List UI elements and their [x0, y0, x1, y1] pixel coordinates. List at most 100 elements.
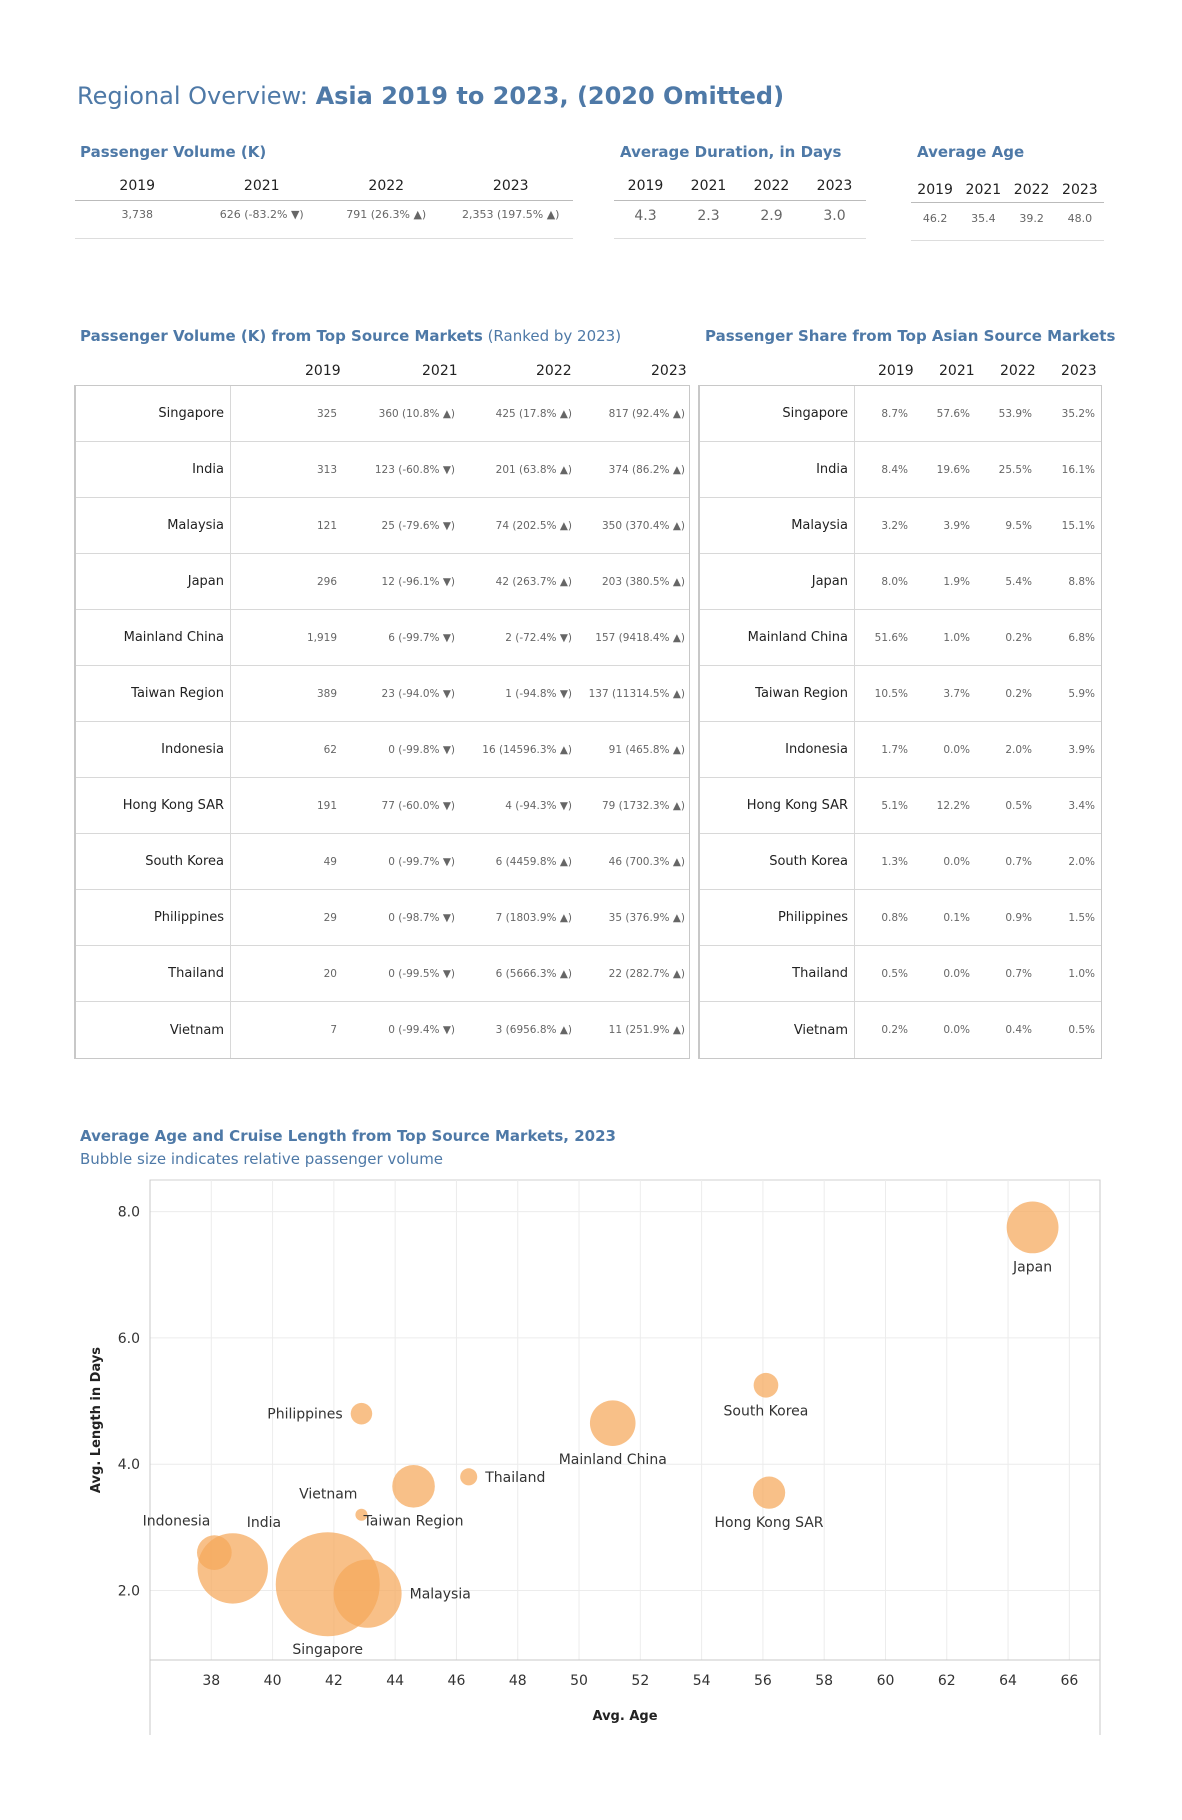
year-header: 2021: [422, 363, 458, 379]
x-tick-label: 54: [693, 1673, 711, 1689]
bubble-label: Indonesia: [143, 1513, 211, 1529]
table-cell: 360 (10.8% ▲): [378, 407, 455, 420]
market-label: Philippines: [76, 890, 231, 945]
table-cell: 0.5%: [881, 967, 908, 980]
market-label: Taiwan Region: [700, 666, 855, 721]
table-cell: 12.2%: [936, 799, 970, 812]
bubble-label: South Korea: [724, 1404, 809, 1420]
table-cell: 0 (-99.5% ▼): [388, 967, 455, 980]
table-cell: 25 (-79.6% ▼): [381, 519, 455, 532]
x-tick-label: 40: [264, 1673, 282, 1689]
year-header: 2021: [690, 178, 727, 194]
bubble: [460, 1468, 478, 1486]
table-cell: 2 (-72.4% ▼): [505, 631, 572, 644]
market-label: Hong Kong SAR: [700, 778, 855, 833]
year-header: 2023: [1062, 182, 1098, 198]
bubble-label: Mainland China: [559, 1452, 667, 1468]
market-label: Indonesia: [76, 722, 231, 777]
market-label: Singapore: [76, 386, 231, 441]
table-cell: 4 (-94.3% ▼): [505, 799, 572, 812]
table-cell: 0.2%: [1005, 631, 1032, 644]
table-cell: 9.5%: [1005, 519, 1032, 532]
table-cell: 74 (202.5% ▲): [495, 519, 572, 532]
bubble-label: Japan: [1012, 1259, 1052, 1275]
table-cell: 8.0%: [881, 575, 908, 588]
market-label: South Korea: [76, 834, 231, 889]
table-row: Thailand 20 0 (-99.5% ▼) 6 (5666.3% ▲) 22 (2…: [76, 946, 689, 1002]
markets-share-body: Singapore 8.7% 57.6% 53.9% 35.2% India 8.4% 19.…: [698, 385, 1102, 1059]
table-cell: 77 (-60.0% ▼): [381, 799, 455, 812]
avg-age-header: 2019 2021 2022 2023: [911, 182, 1104, 203]
table-cell: 1 (-94.8% ▼): [505, 687, 572, 700]
table-row: Thailand 0.5% 0.0% 0.7% 1.0%: [700, 946, 1101, 1002]
markets-volume-body: Singapore 325 360 (10.8% ▲) 425 (17.8% ▲) 81…: [74, 385, 690, 1059]
table-cell: 0.8%: [881, 911, 908, 924]
table-cell: 91 (465.8% ▲): [608, 743, 685, 756]
table-cell: 19.6%: [936, 463, 970, 476]
market-label: Taiwan Region: [76, 666, 231, 721]
y-tick-label: 6.0: [118, 1331, 140, 1347]
table-row: Philippines 0.8% 0.1% 0.9% 1.5%: [700, 890, 1101, 946]
table-row: India 313 123 (-60.8% ▼) 201 (63.8% ▲) 374 (…: [76, 442, 689, 498]
bubble-label: Philippines: [267, 1407, 342, 1423]
bubble: [197, 1533, 268, 1604]
table-cell: 46 (700.3% ▲): [608, 855, 685, 868]
table-cell: 0.5%: [1005, 799, 1032, 812]
bubble-label: Vietnam: [299, 1487, 357, 1503]
avg-duration-header: 2019 2021 2022 2023: [614, 178, 866, 201]
x-tick-label: 42: [325, 1673, 343, 1689]
table-cell: 35 (376.9% ▲): [608, 911, 685, 924]
kpi-value: 2.3: [697, 208, 720, 224]
x-tick-label: 48: [509, 1673, 527, 1689]
avg-age-values: 46.2 35.4 39.2 48.0: [911, 212, 1104, 241]
table-cell: 51.6%: [874, 631, 908, 644]
passenger-volume-header: 2019 2021 2022 2023: [75, 178, 573, 201]
table-cell: 10.5%: [874, 687, 908, 700]
table-cell: 79 (1732.3% ▲): [601, 799, 685, 812]
bubble-label: India: [247, 1515, 281, 1531]
year-header: 2019: [119, 178, 156, 194]
table-cell: 23 (-94.0% ▼): [381, 687, 455, 700]
table-cell: 0 (-99.4% ▼): [388, 1024, 455, 1036]
kpi-value: 39.2: [1019, 212, 1044, 225]
bubble-label: Malaysia: [410, 1587, 471, 1603]
kpi-value: 791 (26.3% ▲): [346, 208, 427, 221]
table-cell: 16.1%: [1061, 463, 1095, 476]
table-cell: 425 (17.8% ▲): [495, 407, 572, 420]
y-tick-label: 8.0: [118, 1205, 140, 1221]
table-cell: 0.5%: [1068, 1024, 1095, 1036]
avg-duration-values: 4.3 2.3 2.9 3.0: [614, 208, 866, 239]
markets-share-title: Passenger Share from Top Asian Source Ma…: [705, 327, 1116, 345]
table-cell: 3.2%: [881, 519, 908, 532]
kpi-value: 46.2: [922, 212, 948, 225]
table-cell: 157 (9418.4% ▲): [595, 631, 685, 644]
kpi-value: 2,353 (197.5% ▲): [462, 208, 560, 221]
table-cell: 2.0%: [1068, 855, 1095, 868]
table-cell: 0 (-98.7% ▼): [388, 911, 455, 924]
table-row: Hong Kong SAR 191 77 (-60.0% ▼) 4 (-94.3% ▼…: [76, 778, 689, 834]
year-header: 2022: [753, 178, 790, 194]
table-row: Malaysia 3.2% 3.9% 9.5% 15.1%: [700, 498, 1101, 554]
table-cell: 0.0%: [943, 1024, 970, 1036]
table-cell: 0 (-99.8% ▼): [388, 743, 455, 756]
table-row: South Korea 1.3% 0.0% 0.7% 2.0%: [700, 834, 1101, 890]
table-cell: 12 (-96.1% ▼): [381, 575, 455, 588]
year-header: 2019: [878, 363, 914, 379]
table-cell: 3.7%: [943, 687, 970, 700]
kpi-value: 3,738: [121, 208, 154, 221]
x-tick-label: 38: [202, 1673, 220, 1689]
table-cell: 201 (63.8% ▲): [495, 463, 572, 476]
table-cell: 374 (86.2% ▲): [608, 463, 685, 476]
x-tick-label: 50: [570, 1673, 588, 1689]
table-row: Malaysia 121 25 (-79.6% ▼) 74 (202.5% ▲) 350…: [76, 498, 689, 554]
x-tick-label: 66: [1060, 1673, 1078, 1689]
year-header: 2023: [1061, 363, 1097, 379]
market-label: Hong Kong SAR: [76, 778, 231, 833]
table-cell: 35.2%: [1061, 407, 1095, 420]
table-cell: 49: [323, 855, 337, 868]
table-row: Taiwan Region 10.5% 3.7% 0.2% 5.9%: [700, 666, 1101, 722]
table-cell: 6 (5666.3% ▲): [495, 967, 572, 980]
year-header: 2023: [492, 178, 529, 194]
table-cell: 0.0%: [943, 743, 970, 756]
market-label: Vietnam: [700, 1002, 855, 1058]
